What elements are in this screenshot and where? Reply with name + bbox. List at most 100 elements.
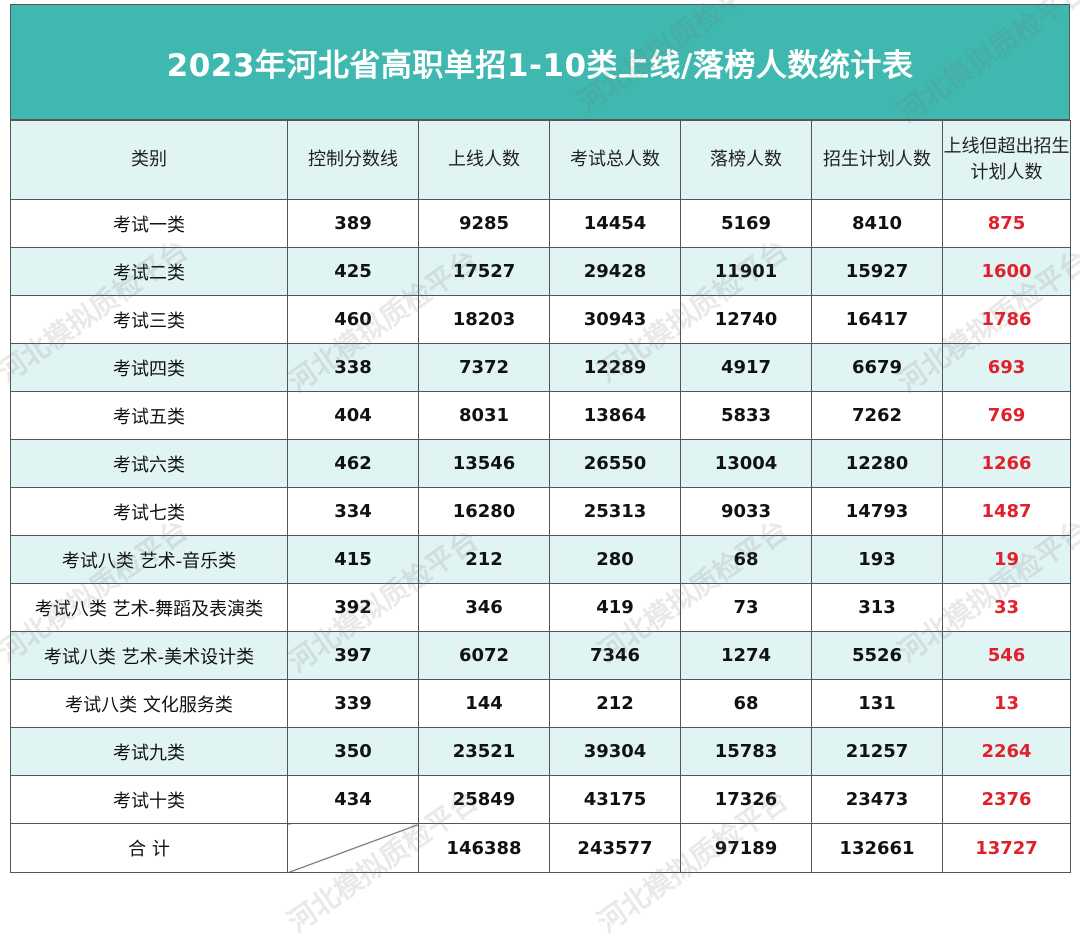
cell-plan: 16417 — [811, 295, 943, 344]
cell-plan: 313 — [811, 583, 943, 632]
cell-cutoff: 460 — [287, 295, 419, 344]
cell-passed: 9285 — [418, 199, 550, 248]
cell-category: 考试八类 艺术-美术设计类 — [10, 631, 288, 680]
cell-cutoff: 462 — [287, 439, 419, 488]
total-cell-failed: 97189 — [680, 823, 812, 873]
cell-category: 考试八类 文化服务类 — [10, 679, 288, 728]
cell-total: 212 — [549, 679, 681, 728]
cell-total: 280 — [549, 535, 681, 584]
cell-passed: 8031 — [418, 391, 550, 440]
table-row: 考试四类 338 7372 12289 4917 6679 693 — [10, 343, 1071, 392]
page-title: 2023年河北省高职单招1-10类上线/落榜人数统计表 — [166, 47, 914, 84]
cell-cutoff: 425 — [287, 247, 419, 296]
total-cell-over-plan: 13727 — [942, 823, 1071, 873]
cell-plan: 14793 — [811, 487, 943, 536]
cell-total: 13864 — [549, 391, 681, 440]
cell-cutoff: 404 — [287, 391, 419, 440]
col-header-cutoff: 控制分数线 — [287, 120, 419, 200]
cell-plan: 5526 — [811, 631, 943, 680]
col-header-passed: 上线人数 — [418, 120, 550, 200]
stats-table: 类别 控制分数线 上线人数 考试总人数 落榜人数 招生计划人数 上线但超出招生计… — [10, 120, 1071, 873]
header-row: 类别 控制分数线 上线人数 考试总人数 落榜人数 招生计划人数 上线但超出招生计… — [10, 120, 1071, 200]
cell-passed: 7372 — [418, 343, 550, 392]
col-header-over-plan: 上线但超出招生计划人数 — [942, 120, 1071, 200]
cell-category: 考试四类 — [10, 343, 288, 392]
total-cell-plan: 132661 — [811, 823, 943, 873]
cell-category: 考试八类 艺术-舞蹈及表演类 — [10, 583, 288, 632]
cell-over-plan: 875 — [942, 199, 1071, 248]
cell-cutoff: 415 — [287, 535, 419, 584]
cell-total: 29428 — [549, 247, 681, 296]
cell-passed: 25849 — [418, 775, 550, 824]
table-row: 考试九类 350 23521 39304 15783 21257 2264 — [10, 727, 1071, 776]
cell-plan: 21257 — [811, 727, 943, 776]
cell-failed: 15783 — [680, 727, 812, 776]
cell-failed: 4917 — [680, 343, 812, 392]
cell-total: 25313 — [549, 487, 681, 536]
cell-category: 考试六类 — [10, 439, 288, 488]
table-row: 考试八类 艺术-音乐类 415 212 280 68 193 19 — [10, 535, 1071, 584]
cell-failed: 1274 — [680, 631, 812, 680]
cell-plan: 193 — [811, 535, 943, 584]
cell-failed: 17326 — [680, 775, 812, 824]
cell-plan: 8410 — [811, 199, 943, 248]
cell-over-plan: 693 — [942, 343, 1071, 392]
cell-over-plan: 1487 — [942, 487, 1071, 536]
cell-passed: 346 — [418, 583, 550, 632]
col-header-total: 考试总人数 — [549, 120, 681, 200]
table-row: 考试十类 434 25849 43175 17326 23473 2376 — [10, 775, 1071, 824]
cell-failed: 68 — [680, 535, 812, 584]
cell-total: 14454 — [549, 199, 681, 248]
cell-passed: 212 — [418, 535, 550, 584]
table-row: 考试一类 389 9285 14454 5169 8410 875 — [10, 199, 1071, 248]
cell-cutoff: 434 — [287, 775, 419, 824]
table-row: 考试五类 404 8031 13864 5833 7262 769 — [10, 391, 1071, 440]
cell-failed: 9033 — [680, 487, 812, 536]
cell-cutoff: 350 — [287, 727, 419, 776]
cell-total: 30943 — [549, 295, 681, 344]
cell-category: 考试二类 — [10, 247, 288, 296]
table-row: 考试三类 460 18203 30943 12740 16417 1786 — [10, 295, 1071, 344]
table-row: 考试六类 462 13546 26550 13004 12280 1266 — [10, 439, 1071, 488]
cell-cutoff: 397 — [287, 631, 419, 680]
cell-over-plan: 13 — [942, 679, 1071, 728]
cell-over-plan: 1600 — [942, 247, 1071, 296]
cell-plan: 15927 — [811, 247, 943, 296]
cell-over-plan: 2376 — [942, 775, 1071, 824]
cell-over-plan: 546 — [942, 631, 1071, 680]
cell-plan: 131 — [811, 679, 943, 728]
col-header-category: 类别 — [10, 120, 288, 200]
col-header-plan: 招生计划人数 — [811, 120, 943, 200]
cell-category: 考试一类 — [10, 199, 288, 248]
table-row: 考试七类 334 16280 25313 9033 14793 1487 — [10, 487, 1071, 536]
cell-passed: 17527 — [418, 247, 550, 296]
cell-category: 考试十类 — [10, 775, 288, 824]
total-cell-passed: 146388 — [418, 823, 550, 873]
cell-failed: 12740 — [680, 295, 812, 344]
cell-failed: 5169 — [680, 199, 812, 248]
cell-passed: 16280 — [418, 487, 550, 536]
cell-over-plan: 769 — [942, 391, 1071, 440]
cell-failed: 68 — [680, 679, 812, 728]
cell-passed: 18203 — [418, 295, 550, 344]
cell-plan: 23473 — [811, 775, 943, 824]
table-row: 考试二类 425 17527 29428 11901 15927 1600 — [10, 247, 1071, 296]
cell-failed: 73 — [680, 583, 812, 632]
cell-plan: 12280 — [811, 439, 943, 488]
cell-category: 考试八类 艺术-音乐类 — [10, 535, 288, 584]
total-cell-total: 243577 — [549, 823, 681, 873]
cell-passed: 23521 — [418, 727, 550, 776]
cell-cutoff: 339 — [287, 679, 419, 728]
table-row: 考试八类 艺术-美术设计类 397 6072 7346 1274 5526 546 — [10, 631, 1071, 680]
cell-over-plan: 33 — [942, 583, 1071, 632]
cell-cutoff: 389 — [287, 199, 419, 248]
cell-category: 考试三类 — [10, 295, 288, 344]
title-bar: 2023年河北省高职单招1-10类上线/落榜人数统计表 — [10, 4, 1070, 120]
total-cell-category: 合 计 — [10, 823, 288, 873]
cell-passed: 6072 — [418, 631, 550, 680]
cell-over-plan: 1786 — [942, 295, 1071, 344]
cell-total: 39304 — [549, 727, 681, 776]
cell-plan: 6679 — [811, 343, 943, 392]
total-row: 合 计 146388 243577 97189 132661 13727 — [10, 823, 1071, 873]
cell-plan: 7262 — [811, 391, 943, 440]
